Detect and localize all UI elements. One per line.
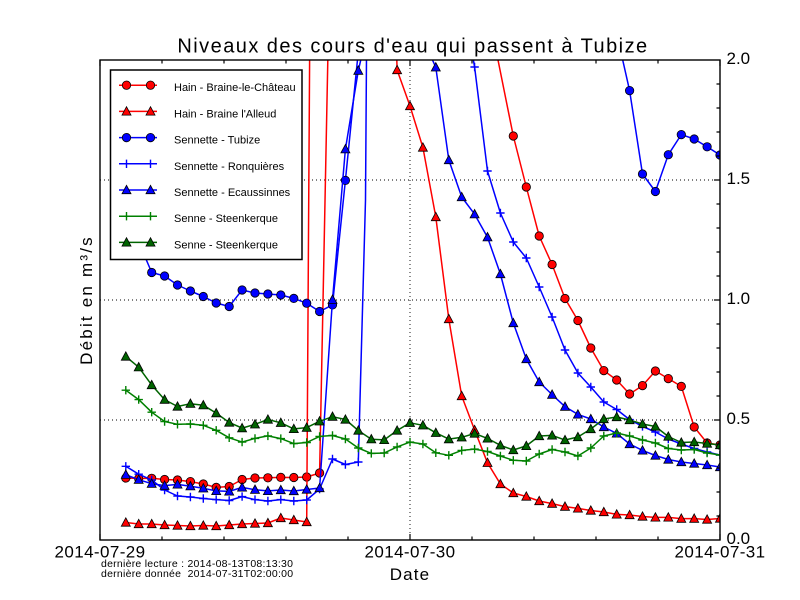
- svg-text:0.0: 0.0: [727, 529, 751, 548]
- svg-text:2014-07-29: 2014-07-29: [55, 543, 146, 562]
- svg-text:Sennette - Tubize: Sennette - Tubize: [174, 135, 260, 147]
- svg-text:1.0: 1.0: [727, 289, 751, 308]
- svg-text:2.0: 2.0: [727, 49, 751, 68]
- svg-text:Hain - Braine-le-Château: Hain - Braine-le-Château: [174, 82, 296, 94]
- svg-text:2014-07-30: 2014-07-30: [365, 543, 456, 562]
- svg-text:1.5: 1.5: [727, 169, 751, 188]
- svg-text:Hain - Braine l'Alleud: Hain - Braine l'Alleud: [174, 108, 276, 120]
- svg-text:Senne - Steenkerque: Senne - Steenkerque: [174, 213, 278, 225]
- svg-text:dernière lecture : 2014-08-13T: dernière lecture : 2014-08-13T08:13:30: [101, 558, 293, 570]
- svg-text:dernière donnée 2014-07-31T02: dernière donnée 2014-07-31T02:00:00: [101, 568, 293, 580]
- svg-text:2014-07-31: 2014-07-31: [675, 543, 766, 562]
- svg-text:0.5: 0.5: [727, 409, 751, 428]
- svg-text:Senne - Steenkerque: Senne - Steenkerque: [174, 239, 278, 251]
- svg-text:Sennette - Ronquières: Sennette - Ronquières: [174, 161, 285, 173]
- svg-text:Sennette - Ecaussinnes: Sennette - Ecaussinnes: [174, 187, 291, 199]
- svg-text:Date: Date: [390, 565, 431, 584]
- svg-text:Débit en m³/s: Débit en m³/s: [77, 235, 96, 365]
- svg-text:Niveaux des cours d'eau qui pa: Niveaux des cours d'eau qui passent à Tu…: [177, 36, 648, 58]
